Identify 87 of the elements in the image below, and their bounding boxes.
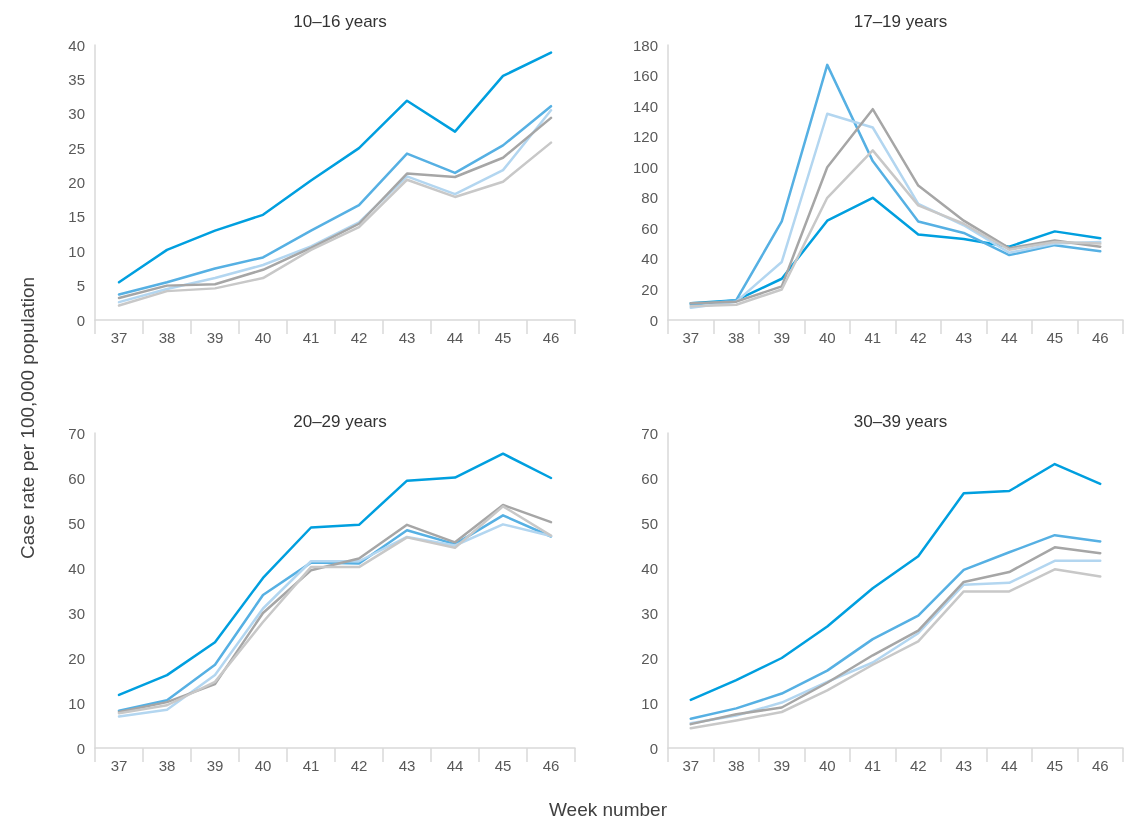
y-axis-title: Case rate per 100,000 population xyxy=(17,276,39,560)
y-tick-label: 0 xyxy=(76,311,85,329)
x-tick-label: 44 xyxy=(1000,329,1018,346)
y-tick-label: 70 xyxy=(641,424,658,442)
x-tick-label: 42 xyxy=(909,329,927,346)
y-tick-label: 30 xyxy=(68,604,85,622)
y-tick-label: 10 xyxy=(641,694,658,712)
x-tick-label: 45 xyxy=(494,757,512,774)
x-tick-label: 43 xyxy=(955,329,973,346)
x-tick-label: 46 xyxy=(1091,757,1109,774)
y-tick-label: 160 xyxy=(632,67,658,85)
y-tick-label: 40 xyxy=(68,559,85,577)
x-tick-label: 46 xyxy=(542,329,560,346)
line-series xyxy=(689,462,1102,702)
x-tick-label: 37 xyxy=(682,757,700,774)
x-tick-label: 41 xyxy=(302,329,320,346)
x-tick-label: 37 xyxy=(110,329,128,346)
y-tick-label: 40 xyxy=(641,559,658,577)
y-tick-label: 50 xyxy=(641,514,658,532)
y-tick-label: 10 xyxy=(68,694,85,712)
x-tick-label: 43 xyxy=(955,757,973,774)
y-tick-label: 50 xyxy=(68,514,85,532)
x-tick-label: 39 xyxy=(773,757,791,774)
x-tick-label: 43 xyxy=(398,757,416,774)
x-tick-label: 46 xyxy=(1091,329,1109,346)
line-series xyxy=(117,51,553,284)
y-tick-label: 0 xyxy=(649,311,658,329)
x-tick-label: 46 xyxy=(542,757,560,774)
chart-title: 30–39 years xyxy=(853,412,948,431)
y-tick-label: 20 xyxy=(641,649,658,667)
y-tick-label: 40 xyxy=(68,36,85,54)
x-tick-label: 37 xyxy=(110,757,128,774)
x-tick-label: 41 xyxy=(302,757,320,774)
x-tick-label: 44 xyxy=(1000,757,1018,774)
line-series xyxy=(117,452,553,697)
chart-title: 10–16 years xyxy=(293,12,387,31)
y-tick-label: 60 xyxy=(641,219,658,237)
chart-title: 20–29 years xyxy=(293,412,387,431)
x-tick-label: 39 xyxy=(206,329,224,346)
x-tick-label: 38 xyxy=(158,329,176,346)
x-tick-label: 44 xyxy=(446,757,464,774)
y-tick-label: 5 xyxy=(76,277,85,295)
x-tick-label: 40 xyxy=(254,757,272,774)
x-tick-label: 39 xyxy=(773,329,791,346)
x-tick-label: 37 xyxy=(682,329,700,346)
x-tick-label: 38 xyxy=(158,757,176,774)
y-tick-label: 0 xyxy=(649,739,658,757)
x-tick-label: 42 xyxy=(350,329,368,346)
x-tick-label: 42 xyxy=(350,757,368,774)
y-tick-label: 20 xyxy=(68,649,85,667)
x-axis-title: Week number xyxy=(549,799,667,821)
x-tick-label: 44 xyxy=(446,329,464,346)
y-tick-label: 20 xyxy=(641,280,658,298)
y-tick-label: 80 xyxy=(641,189,658,207)
chart-title: 17–19 years xyxy=(853,12,948,31)
x-tick-label: 45 xyxy=(494,329,512,346)
y-tick-label: 10 xyxy=(68,242,85,260)
y-tick-label: 100 xyxy=(632,158,658,176)
x-tick-label: 45 xyxy=(1046,329,1064,346)
x-tick-label: 41 xyxy=(864,757,882,774)
x-tick-label: 40 xyxy=(818,757,836,774)
x-tick-label: 41 xyxy=(864,329,882,346)
y-tick-label: 40 xyxy=(641,250,658,268)
x-tick-label: 40 xyxy=(818,329,836,346)
y-tick-label: 180 xyxy=(632,36,658,54)
y-tick-label: 70 xyxy=(68,424,85,442)
y-tick-label: 0 xyxy=(76,739,85,757)
x-tick-label: 38 xyxy=(727,757,745,774)
x-tick-label: 43 xyxy=(398,329,416,346)
y-tick-label: 140 xyxy=(632,97,658,115)
x-tick-label: 42 xyxy=(909,757,927,774)
y-tick-label: 20 xyxy=(68,174,85,191)
x-tick-label: 40 xyxy=(254,329,272,346)
x-tick-label: 39 xyxy=(206,757,224,774)
y-tick-label: 60 xyxy=(641,469,658,487)
y-tick-label: 30 xyxy=(68,105,85,123)
y-tick-label: 25 xyxy=(68,139,85,157)
y-tick-label: 35 xyxy=(68,70,85,88)
y-tick-label: 15 xyxy=(68,208,85,226)
line-series xyxy=(689,149,1102,308)
line-series xyxy=(689,63,1102,306)
x-tick-label: 45 xyxy=(1046,757,1064,774)
line-series xyxy=(117,141,553,307)
x-tick-label: 38 xyxy=(727,329,745,346)
y-tick-label: 120 xyxy=(632,128,658,146)
y-tick-label: 60 xyxy=(68,469,85,487)
y-tick-label: 30 xyxy=(641,604,658,622)
